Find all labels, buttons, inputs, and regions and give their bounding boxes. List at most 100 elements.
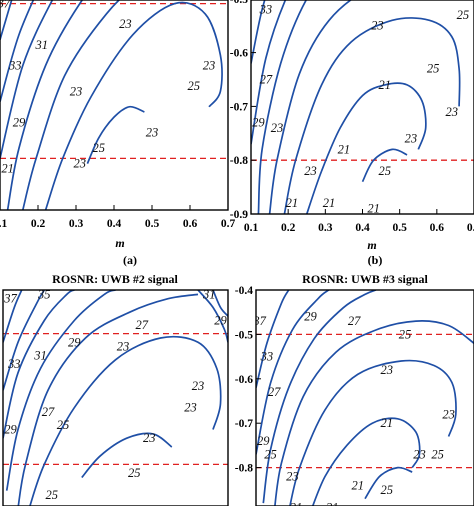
contour-label: 29 [257, 434, 270, 448]
contour-label: 21 [290, 501, 303, 506]
contour-panel-2: 3129272523252133252723232923212325212121… [230, 0, 474, 267]
contour-label: 33 [260, 350, 274, 364]
contour-label: 23 [271, 121, 284, 135]
contour-label: 29 [68, 335, 81, 349]
x-tick-label: 0.7 [467, 222, 474, 234]
contour-line-25 [17, 293, 199, 506]
x-tick-label: 0.1 [0, 218, 7, 230]
contour-label: 35 [37, 287, 51, 301]
contour-label: 23 [286, 469, 299, 483]
x-tick-label: 0.3 [318, 222, 333, 234]
contour-line-25 [268, 0, 353, 214]
contour-line-33 [0, 0, 13, 40]
contour-line-21 [311, 417, 421, 506]
contour-line-31 [3, 290, 46, 391]
contour-label: 23 [381, 363, 394, 377]
contour-line-23 [44, 1, 223, 210]
contour-label: 27 [268, 385, 281, 399]
contour-label: 21 [351, 478, 364, 492]
contour-panel-3: 37 35 33 31 29 27 23 31 29 27 23 25 23 29 23 25 25 ROSNR:… [2, 272, 229, 506]
plot-area: 3129272523252133252723232923212325212121 [251, 0, 474, 216]
contour-label: 25 [381, 483, 394, 497]
contour-label: 23 [146, 126, 159, 140]
contour-label: 27 [260, 73, 273, 87]
x-tick-label: 0.5 [392, 222, 407, 234]
contour-label: 29 [304, 310, 317, 324]
contour-label: 33 [8, 59, 22, 73]
contour-line-33 [256, 290, 290, 388]
panel-frame [0, 0, 229, 211]
contour-line-27 [257, 0, 308, 214]
contour-label: 23 [413, 447, 426, 461]
contour-line-29 [251, 0, 287, 145]
y-tick-label: -0.7 [235, 418, 253, 430]
contour-label: 25 [93, 141, 106, 155]
y-tick-label: -0.5 [230, 0, 248, 6]
y-tick-label: -0.7 [230, 101, 248, 113]
contour-panel-4: 37292725332327212323252925232125212121-0… [235, 272, 474, 506]
contour-label: 23 [405, 132, 418, 146]
x-tick-label: 0.7 [221, 218, 236, 230]
contour-label: 29 [13, 115, 26, 129]
contour-label: 25 [188, 79, 201, 93]
x-axis-label: m [367, 238, 376, 252]
contour-line-23 [289, 359, 457, 506]
y-tick-label: -0.6 [235, 374, 253, 386]
contour-label: 31 [33, 348, 47, 362]
y-tick-label: -0.5 [235, 329, 253, 341]
contour-label: 23 [371, 19, 384, 33]
y-tick-label: -0.4 [235, 285, 253, 297]
contour-label: 31 [202, 287, 216, 301]
contour-label: 21 [326, 501, 339, 506]
contour-label: 25 [431, 447, 444, 461]
x-tick-label: 0.1 [244, 222, 259, 234]
contour-label: 23 [143, 431, 156, 445]
panel-caption: (b) [368, 253, 383, 267]
contour-label: 21 [367, 202, 380, 216]
contour-line-29 [256, 290, 330, 455]
contour-label: 27 [42, 405, 55, 419]
contour-line-21 [305, 82, 427, 214]
contour-label: 25 [57, 418, 70, 432]
y-tick-label: -0.8 [235, 463, 253, 475]
contour-line-31 [0, 0, 35, 102]
contour-label: 21 [381, 416, 394, 430]
contour-label: 27 [348, 314, 361, 328]
contour-label: 21 [1, 162, 14, 176]
contour-line-23 [81, 432, 173, 479]
contour-panel-1: 25292723313337232925232325232123250.10.2… [0, 0, 235, 267]
contour-label: 25 [46, 488, 59, 502]
contour-label: 29 [214, 314, 227, 328]
contour-label: 23 [442, 407, 455, 421]
panel-frame [255, 289, 474, 506]
contour-label: 29 [4, 423, 17, 437]
contour-line-29 [212, 290, 228, 317]
contour-label: 21 [379, 78, 392, 92]
contour-label: 21 [286, 196, 299, 210]
contour-label: 33 [7, 357, 21, 371]
contour-label: 23 [203, 59, 216, 73]
y-tick-label: -0.8 [230, 155, 248, 167]
contour-line-27 [262, 290, 377, 504]
contour-label: 23 [70, 84, 83, 98]
panel-title: ROSNR: UWB #3 signal [302, 272, 428, 286]
contour-label: 23 [304, 164, 317, 178]
x-tick-label: 0.3 [69, 218, 84, 230]
contour-label: 29 [252, 116, 265, 130]
contour-line-25 [21, 0, 121, 210]
contour-label: 21 [323, 196, 336, 210]
contour-label: 37 [3, 292, 17, 306]
contour-line-29 [3, 290, 75, 439]
contour-line-23 [29, 335, 222, 506]
x-tick-label: 0.2 [281, 222, 296, 234]
contour-line-27 [6, 0, 84, 210]
contour-label: 25 [379, 164, 392, 178]
contour-label: 25 [399, 327, 412, 341]
plot-area: 37 35 33 31 29 27 23 31 29 27 23 25 23 29 23 25 25 [3, 287, 228, 506]
contour-line-33 [251, 0, 266, 64]
x-tick-label: 0.4 [355, 222, 370, 234]
contour-label: 25 [427, 62, 440, 76]
contour-label: 33 [259, 3, 273, 17]
y-tick-label: -0.9 [230, 209, 248, 221]
